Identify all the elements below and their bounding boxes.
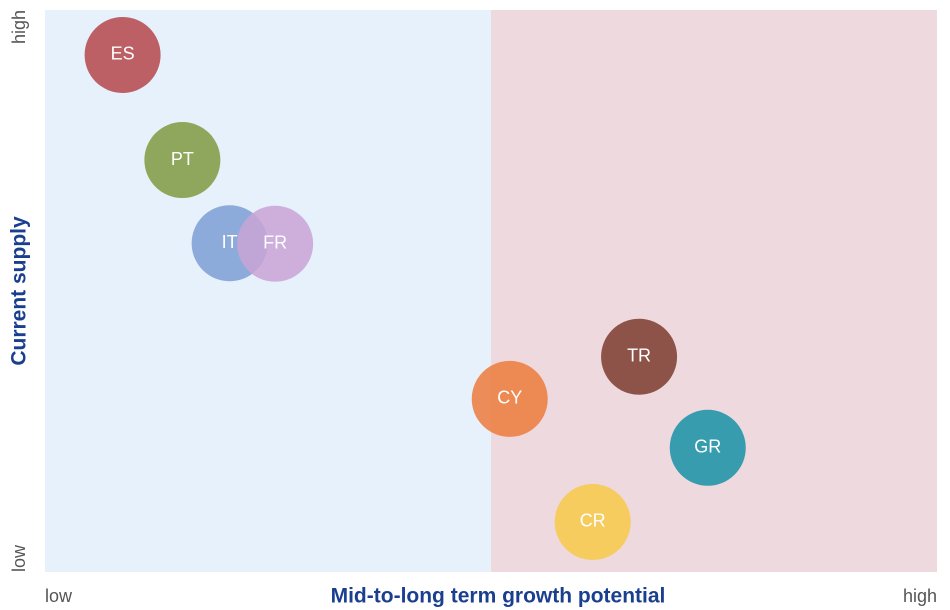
bubble [144, 122, 221, 199]
bubble-label: GR [694, 437, 721, 457]
y-axis-title: Current supply [8, 216, 31, 366]
bubble-label: CR [580, 511, 606, 531]
bubble [554, 483, 631, 560]
bubble [471, 360, 548, 437]
bubble-label: FR [263, 233, 287, 253]
y-tick-label: low [9, 544, 29, 572]
bubble [669, 409, 746, 486]
x-tick-label: low [45, 586, 73, 606]
bubble [601, 318, 678, 395]
region [45, 10, 491, 572]
bubble-label: TR [627, 346, 651, 366]
bubble-label: IT [222, 232, 238, 252]
bubble-label: ES [111, 44, 135, 64]
bubble [237, 205, 314, 282]
x-tick-label: high [903, 586, 937, 606]
region [491, 10, 937, 572]
y-tick-label: high [9, 10, 29, 44]
bubble-label: CY [497, 388, 522, 408]
bubble [84, 16, 161, 93]
bubble-label: PT [171, 149, 194, 169]
x-axis-title: Mid-to-long term growth potential [331, 585, 666, 608]
